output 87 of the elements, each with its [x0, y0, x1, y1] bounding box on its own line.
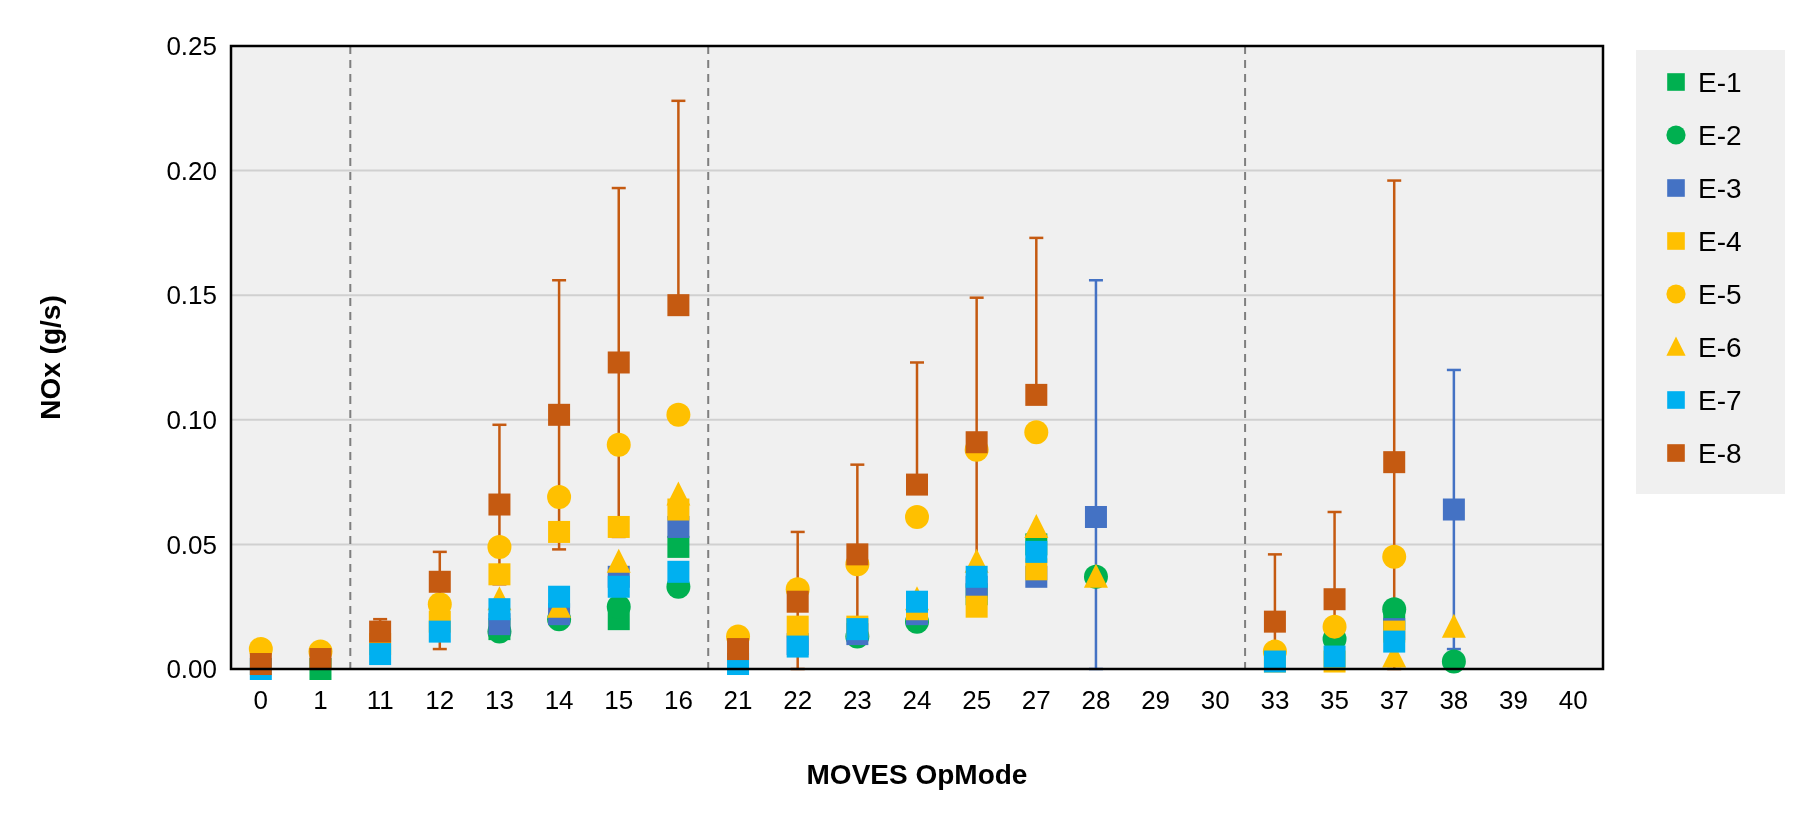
x-tick-label: 22: [783, 685, 813, 715]
point: [1322, 614, 1347, 639]
point: [607, 351, 630, 374]
point: [1382, 544, 1407, 569]
legend-label: E-7: [1698, 384, 1742, 416]
legend-label: E-8: [1698, 437, 1742, 469]
point: [548, 520, 571, 543]
point: [786, 615, 809, 638]
point: [666, 481, 691, 506]
x-tick-label: 28: [1081, 685, 1111, 715]
point: [369, 643, 392, 666]
x-tick-label: 24: [902, 685, 932, 715]
point: [667, 294, 690, 317]
legend-label: E-6: [1698, 331, 1742, 363]
point: [606, 548, 631, 573]
point: [1025, 383, 1048, 406]
x-tick-label: 13: [484, 685, 514, 715]
y-tick-label: 0.15: [166, 280, 217, 311]
point: [487, 534, 512, 559]
point: [1024, 513, 1049, 538]
x-tick-label: 12: [425, 685, 455, 715]
legend-label: E-2: [1698, 119, 1742, 151]
point: [1441, 649, 1466, 674]
y-axis-title: NOx (g/s): [35, 295, 66, 420]
point: [249, 653, 272, 676]
point: [548, 403, 571, 426]
point: [906, 473, 928, 496]
y-tick-label: 0.20: [166, 155, 217, 186]
y-tick-label: 0.00: [166, 654, 217, 685]
point: [1441, 613, 1466, 638]
point: [428, 620, 451, 643]
x-tick-label: 39: [1499, 685, 1528, 715]
point: [1383, 630, 1406, 653]
point: [606, 432, 631, 457]
point: [548, 585, 571, 608]
x-tick-label: 23: [842, 685, 872, 715]
point: [667, 560, 690, 583]
point: [965, 565, 988, 588]
legend-label: E-4: [1698, 225, 1742, 257]
point: [906, 590, 928, 613]
point: [786, 590, 809, 613]
point: [1442, 498, 1465, 521]
x-tick-label: 38: [1439, 685, 1469, 715]
point: [727, 638, 750, 661]
point: [607, 575, 630, 598]
y-tick-label: 0.10: [166, 404, 217, 435]
point: [547, 485, 572, 510]
point: [905, 504, 929, 529]
x-tick-label: 33: [1260, 685, 1290, 715]
x-tick-label: 0: [253, 685, 269, 715]
point: [1025, 540, 1048, 563]
legend-label: E-3: [1698, 172, 1742, 204]
x-tick-label: 21: [723, 685, 753, 715]
y-tick-label: 0.25: [166, 31, 217, 62]
x-tick-label: 37: [1379, 685, 1409, 715]
point: [666, 402, 691, 427]
x-tick-label: 16: [663, 685, 693, 715]
x-tick-label: 25: [962, 685, 992, 715]
x-tick-label: 15: [604, 685, 634, 715]
x-axis-title: MOVES OpMode: [806, 759, 1028, 790]
point: [667, 535, 690, 558]
point: [1263, 610, 1286, 633]
x-tick-label: 30: [1200, 685, 1230, 715]
x-tick-label: 11: [366, 685, 394, 715]
y-tick-label: 0.05: [166, 529, 217, 560]
x-tick-label: 27: [1021, 685, 1051, 715]
point: [309, 648, 332, 671]
point: [428, 570, 451, 593]
legend-label: E-1: [1698, 66, 1742, 98]
point: [607, 515, 630, 538]
point: [1024, 420, 1049, 445]
point: [1323, 645, 1346, 668]
point: [488, 493, 511, 516]
x-tick-label: 1: [313, 685, 328, 715]
point: [846, 543, 869, 566]
x-tick-label: 40: [1558, 685, 1588, 715]
point: [965, 431, 988, 454]
x-tick-label: 29: [1141, 685, 1171, 715]
point: [1084, 505, 1107, 528]
x-tick-label: 35: [1320, 685, 1350, 715]
point: [1323, 588, 1346, 611]
point: [488, 563, 511, 586]
legend-label: E-5: [1698, 278, 1742, 310]
point: [1383, 451, 1406, 474]
point: [488, 598, 511, 621]
point: [965, 595, 988, 618]
x-tick-label: 14: [544, 685, 574, 715]
